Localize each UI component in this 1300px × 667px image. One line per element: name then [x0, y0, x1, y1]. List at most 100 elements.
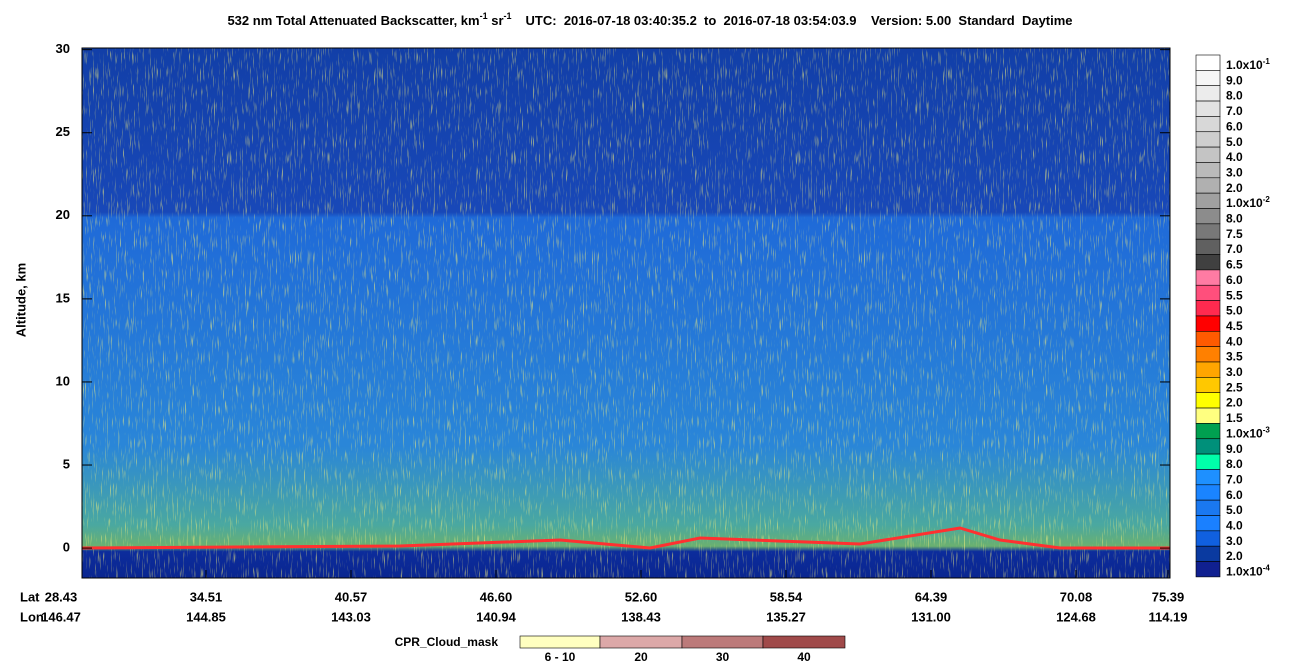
colorbar-label-text: 5.5 [1226, 288, 1243, 302]
colorbar-label: 8.0 [1226, 89, 1243, 103]
colorbar-cell [1195, 146, 1221, 163]
colorbar-label-text: 9.0 [1226, 442, 1243, 456]
colorbar-cell [1195, 453, 1221, 470]
colorbar-cell [1195, 484, 1221, 501]
colorbar-label: 2.0 [1226, 181, 1243, 195]
surface-return [81, 526, 1170, 550]
colorbar-label: 2.0 [1226, 549, 1243, 563]
colorbar-cell [1195, 269, 1221, 286]
colorbar-cell [1195, 54, 1221, 71]
colorbar-label: 5.0 [1226, 304, 1243, 318]
colorbar-label: 7.0 [1226, 242, 1243, 256]
cpr-swatch [762, 635, 846, 649]
colorbar-label-text: 3.0 [1226, 365, 1243, 379]
colorbar-label-text: 4.5 [1226, 319, 1243, 333]
colorbar-cell [1195, 530, 1221, 547]
colorbar-label: 8.0 [1226, 212, 1243, 226]
title-part: sr [488, 13, 504, 28]
colorbar-label: 6.0 [1226, 488, 1243, 502]
colorbar-label: 5.5 [1226, 288, 1243, 302]
colorbar-label: 5.0 [1226, 503, 1243, 517]
lat-label: 40.57 [335, 589, 368, 604]
colorbar-label-text: 2.5 [1226, 381, 1243, 395]
colorbar-label-text: 1.0x10 [1226, 196, 1263, 210]
cpr-label: 20 [634, 650, 648, 664]
colorbar-cell [1195, 300, 1221, 317]
colorbar-label: 3.0 [1226, 166, 1243, 180]
lat-label: 46.60 [480, 589, 513, 604]
lat-label: 34.51 [190, 589, 223, 604]
lat-label: 58.54 [770, 589, 803, 604]
colorbar-cell [1195, 469, 1221, 486]
colorbar-label-text: 5.0 [1226, 503, 1243, 517]
colorbar-cell [1195, 561, 1221, 578]
cpr-swatch [519, 635, 601, 649]
colorbar-cell [1195, 162, 1221, 179]
colorbar-label: 6.0 [1226, 120, 1243, 134]
cpr-legend-title: CPR_Cloud_mask [395, 635, 499, 649]
colorbar-label: 1.5 [1226, 411, 1243, 425]
chart-title: 532 nm Total Attenuated Backscatter, km-… [227, 11, 1072, 28]
colorbar-label-text: 2.0 [1226, 396, 1243, 410]
colorbar-label-text: 4.0 [1226, 519, 1243, 533]
colorbar-label: 4.0 [1226, 334, 1243, 348]
y-tick-label: 5 [63, 456, 70, 471]
colorbar-label-exp: -2 [1263, 195, 1271, 204]
colorbar-label: 9.0 [1226, 74, 1243, 88]
colorbar-label: 3.0 [1226, 534, 1243, 548]
lat-title: Lat [20, 589, 40, 604]
colorbar-cell [1195, 177, 1221, 194]
colorbar-label: 1.0x10-1 [1226, 57, 1270, 73]
colorbar-label-text: 9.0 [1226, 74, 1243, 88]
colorbar-label: 7.0 [1226, 104, 1243, 118]
colorbar-label-text: 6.0 [1226, 120, 1243, 134]
colorbar-label: 5.0 [1226, 135, 1243, 149]
colorbar-label: 2.5 [1226, 381, 1243, 395]
lon-label: 135.27 [766, 609, 806, 624]
y-tick-label: 30 [56, 41, 70, 56]
lat-label: 75.39 [1152, 589, 1185, 604]
colorbar-cell [1195, 499, 1221, 516]
colorbar-cell [1195, 438, 1221, 455]
y-tick-label: 15 [56, 290, 70, 305]
colorbar-label: 4.5 [1226, 319, 1243, 333]
colorbar-label: 1.0x10-3 [1226, 425, 1270, 441]
colorbar-cell [1195, 254, 1221, 271]
plot-area [81, 47, 1171, 579]
colorbar-label: 7.5 [1226, 227, 1243, 241]
colorbar-label-exp: -4 [1263, 563, 1271, 572]
colorbar-label-text: 7.0 [1226, 242, 1243, 256]
colorbar-label: 4.0 [1226, 150, 1243, 164]
colorbar-label-exp: -3 [1263, 425, 1271, 434]
colorbar-label-text: 1.0x10 [1226, 565, 1263, 579]
colorbar-cell [1195, 223, 1221, 240]
cpr-swatch [599, 635, 683, 649]
colorbar-label-text: 5.0 [1226, 135, 1243, 149]
colorbar-label-text: 8.0 [1226, 457, 1243, 471]
lon-label: 131.00 [911, 609, 951, 624]
colorbar-cell [1195, 208, 1221, 225]
colorbar-label: 4.0 [1226, 519, 1243, 533]
colorbar-cell [1195, 545, 1221, 562]
colorbar-label-text: 1.0x10 [1226, 58, 1263, 72]
colorbar-label-text: 4.0 [1226, 334, 1243, 348]
colorbar-label-text: 3.5 [1226, 350, 1243, 364]
cpr-label: 6 - 10 [545, 650, 576, 664]
lon-label: 144.85 [186, 609, 226, 624]
colorbar-label-text: 5.0 [1226, 304, 1243, 318]
title-part: -1 [480, 11, 488, 21]
y-tick-label: 10 [56, 373, 70, 388]
lon-label: 140.94 [476, 609, 517, 624]
lat-label: 64.39 [915, 589, 948, 604]
y-tick-label: 20 [56, 207, 70, 222]
lon-label: 138.43 [621, 609, 661, 624]
colorbar-label-text: 7.0 [1226, 473, 1243, 487]
colorbar-label: 6.5 [1226, 258, 1243, 272]
colorbar-cell [1195, 284, 1221, 301]
colorbar-cell [1195, 192, 1221, 209]
colorbar-label: 3.5 [1226, 350, 1243, 364]
colorbar-label: 8.0 [1226, 457, 1243, 471]
colorbar-label: 7.0 [1226, 473, 1243, 487]
title-part: 532 nm Total Attenuated Backscatter, km [227, 13, 479, 28]
